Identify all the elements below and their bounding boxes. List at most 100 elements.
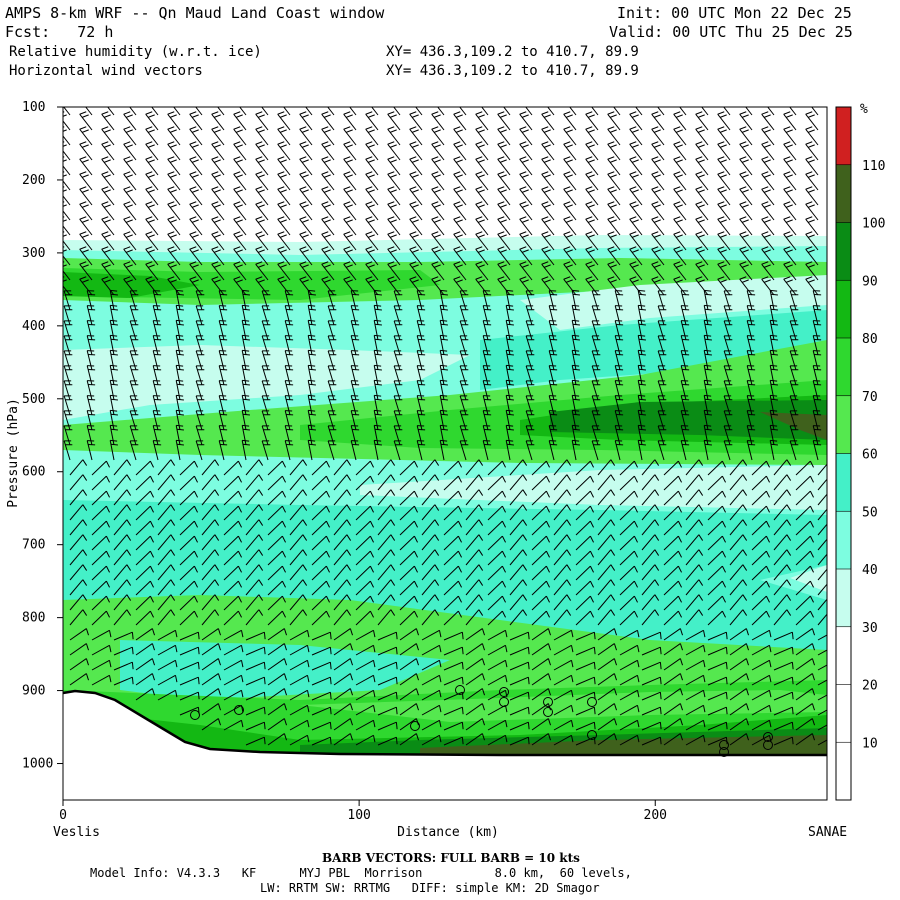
- wind-barb: [255, 188, 269, 206]
- wind-barb-feather: [675, 279, 683, 283]
- wind-barb: [509, 721, 529, 731]
- wind-barb: [597, 474, 612, 491]
- wind-barb-feather: [455, 114, 463, 118]
- wind-barb-feather: [176, 323, 184, 326]
- wind-barb-feather: [543, 279, 551, 283]
- wind-barb: [531, 595, 547, 611]
- wind-barb: [541, 113, 555, 131]
- wind-barb-feather: [110, 428, 118, 431]
- wind-barb-feather: [373, 630, 376, 638]
- wind-barb-feather: [389, 114, 397, 118]
- wind-barb: [817, 568, 827, 581]
- wind-barb-feather: [506, 353, 514, 356]
- wind-barb: [289, 629, 308, 641]
- wind-barb: [129, 335, 137, 356]
- wind-barb-feather: [257, 264, 265, 268]
- wind-barb-feather: [761, 231, 769, 235]
- wind-barb: [289, 609, 304, 626]
- wind-barb: [487, 580, 503, 596]
- wind-barb: [571, 410, 577, 431]
- wind-barb: [695, 263, 709, 281]
- y-axis-label: Pressure (hPa): [6, 398, 21, 508]
- x-end-label-left: Veslis: [53, 825, 100, 840]
- wind-barb: [695, 218, 709, 236]
- wind-barb: [629, 248, 643, 266]
- wind-barb-feather: [698, 579, 704, 586]
- wind-barb-feather: [440, 379, 448, 382]
- wind-barb-feather: [440, 443, 448, 446]
- wind-barb-feather: [109, 645, 112, 653]
- wind-barb-feather: [587, 189, 595, 193]
- wind-barb-feather: [349, 733, 354, 741]
- wind-barb-feather: [411, 249, 419, 253]
- wind-barb: [91, 475, 107, 491]
- wind-barb: [783, 128, 797, 146]
- wind-barb: [157, 474, 172, 491]
- wind-barb-feather: [281, 490, 286, 498]
- wind-barb: [680, 320, 687, 341]
- wind-barb-feather: [717, 171, 725, 175]
- wind-barb-feather: [325, 505, 330, 513]
- wind-barb: [729, 703, 747, 716]
- wind-barb-feather: [566, 474, 572, 481]
- wind-barb: [553, 474, 568, 491]
- wind-barb-feather: [369, 610, 374, 618]
- wind-barb: [377, 661, 397, 671]
- field-label-humidity: Relative humidity (w.r.t. ice): [9, 44, 262, 60]
- wind-barb: [453, 113, 467, 131]
- wind-barb-feather: [478, 459, 484, 466]
- wind-barb: [277, 218, 291, 236]
- wind-barb-feather: [697, 264, 705, 268]
- wind-barb: [439, 380, 445, 401]
- wind-barb: [355, 629, 374, 641]
- wind-barb: [175, 440, 181, 461]
- wind-barb-feather: [189, 156, 197, 160]
- wind-barb: [63, 365, 71, 386]
- wind-barb-feather: [193, 550, 198, 558]
- wind-barb-feather: [572, 334, 580, 337]
- wind-barb-feather: [695, 186, 703, 190]
- wind-barb-feather: [506, 323, 514, 326]
- wind-barb: [135, 643, 153, 656]
- wind-barb-feather: [367, 114, 375, 118]
- wind-barb: [333, 489, 348, 506]
- wind-barb: [443, 460, 459, 476]
- wind-barb: [145, 263, 159, 281]
- wind-barb: [63, 425, 71, 446]
- wind-barb: [641, 504, 656, 521]
- wind-barb-feather: [329, 737, 332, 745]
- wind-barb-feather: [638, 368, 646, 371]
- wind-barb-feather: [440, 323, 448, 326]
- wind-barb-feather: [741, 249, 749, 253]
- wind-barb: [311, 565, 327, 581]
- wind-barb-feather: [324, 100, 331, 102]
- wind-barb-feather: [453, 261, 461, 265]
- wind-barb: [113, 474, 128, 491]
- wind-barb: [575, 520, 591, 536]
- wind-barb-feather: [283, 673, 288, 681]
- wind-barb: [487, 520, 503, 536]
- calm-circle: [190, 710, 200, 720]
- wind-barb: [421, 644, 440, 656]
- wind-barb-feather: [638, 364, 646, 367]
- wind-barb-feather: [721, 505, 726, 513]
- wind-barb-feather: [505, 660, 508, 668]
- wind-barb: [421, 609, 436, 626]
- wind-barb-feather: [704, 398, 712, 401]
- wind-barb: [129, 350, 137, 371]
- wind-barb: [541, 263, 555, 281]
- wind-barb-feather: [654, 504, 660, 511]
- wind-barb-feather: [587, 114, 595, 118]
- wind-barb-feather: [563, 171, 571, 175]
- wind-barb: [145, 143, 159, 161]
- wind-barb: [769, 410, 775, 431]
- wind-barb: [695, 248, 709, 266]
- wind-barb: [79, 128, 93, 146]
- wind-barb-feather: [805, 171, 813, 175]
- wind-barb: [245, 736, 265, 746]
- wind-barb-feather: [433, 264, 441, 268]
- wind-barb: [311, 550, 327, 566]
- wind-barb-feather: [770, 379, 778, 382]
- wind-barb: [509, 676, 529, 686]
- wind-barb-feather: [321, 156, 329, 160]
